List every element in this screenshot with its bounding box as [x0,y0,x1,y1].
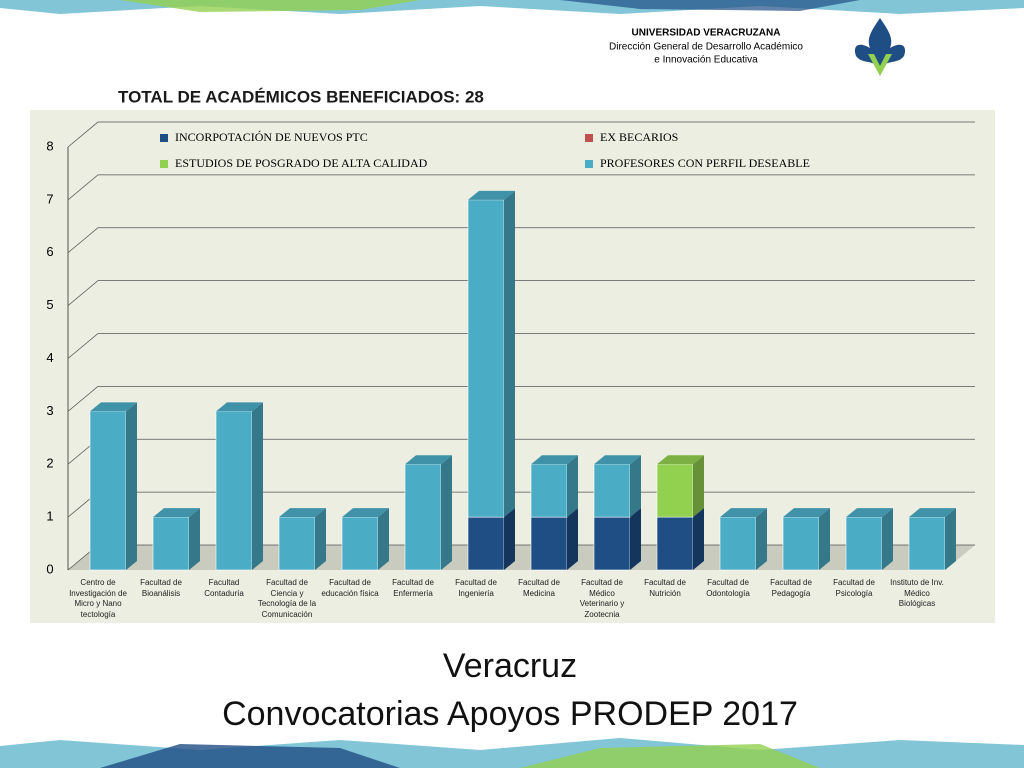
footer-title: Veracruz [443,647,577,685]
bar [908,516,946,571]
x-tick-label: Instituto de Inv. Médico Biológicas [890,578,944,608]
bar-side [945,508,956,570]
grid-line [67,333,975,359]
department: e Innovación Educativa [654,55,758,66]
bar-top [594,455,641,465]
bar-side [567,508,578,570]
bar-side [630,508,641,570]
department: Dirección General de Desarrollo Académic… [609,42,803,53]
y-tick-label: 3 [46,403,53,418]
grid-line [67,174,975,201]
bar-side [819,508,830,570]
x-tick-label: Facultad de Bioanálisis [140,578,182,598]
x-tick-label: Facultad de Medicina [518,578,560,598]
legend-label: ESTUDIOS DE POSGRADO DE ALTA CALIDAD [175,156,428,170]
grid-line [67,385,975,412]
bar [530,516,568,571]
institution: UNIVERSIDAD VERACRUZANA [632,28,781,39]
bar-side [630,455,641,518]
bar [89,411,127,571]
x-tick-label: Facultad de Médico Veterinario y Zootecn… [579,578,625,619]
bar-side [441,455,452,570]
bar [341,516,379,571]
y-tick-label: 1 [46,509,53,524]
x-tick-label: Facultad de Nutrición [644,578,686,598]
bar-side [504,508,515,570]
footer-subtitle: Convocatorias Apoyos PRODEP 2017 [222,695,798,733]
legend-label: EX BECARIOS [600,130,678,144]
y-tick-label: 4 [46,350,53,365]
bar-top [720,508,767,518]
bar [467,516,505,571]
y-tick-label: 6 [46,244,53,259]
logo [854,18,906,76]
legend-label: PROFESORES CON PERFIL DESEABLE [600,156,810,170]
bar-top [279,508,326,518]
legend-swatch [585,134,593,142]
bar-top [153,508,200,518]
y-tick-label: 5 [46,297,53,312]
x-tick-label: Facultad de Odontología [706,578,750,598]
bar-side [756,508,767,570]
legend-swatch [160,134,168,142]
x-tick-label: Centro de Investigación de Micro y Nano … [69,578,127,619]
grid-line [67,227,975,254]
bar-top [342,508,389,518]
x-tick-label: Facultad de educación física [321,578,379,598]
bar-side [693,455,704,518]
bar [782,516,820,571]
bar-top [531,455,578,465]
bar-side [189,508,200,570]
bar [656,516,694,571]
bar [215,411,253,571]
legend-label: INCORPOTACIÓN DE NUEVOS PTC [175,130,368,144]
bar-top [657,455,704,465]
x-tick-label: Facultad de Enfermería [392,578,434,598]
bar-side [693,508,704,570]
legend-swatch [585,160,593,168]
bar-top [909,508,956,518]
bar-top [90,402,137,412]
bar-side [378,508,389,570]
x-tick-label: Facultad de Ciencia y Tecnología de la C… [257,578,317,619]
bottom-decoration [0,738,1024,768]
bar-top [216,402,263,412]
bar [845,516,883,571]
y-tick-label: 0 [46,561,53,576]
bar [467,199,505,518]
bar [593,463,631,518]
bar-side [126,402,137,570]
bar [656,463,694,518]
x-tick-label: Facultad Contaduría [204,578,244,598]
bar [278,516,316,571]
y-tick-label: 7 [46,191,53,206]
bar [593,516,631,571]
y-tick-label: 8 [46,138,53,153]
chart-title: TOTAL DE ACADÉMICOS BENEFICIADOS: 28 [118,87,484,106]
legend-swatch [160,160,168,168]
bar-top [468,190,515,200]
grid-line [67,121,975,148]
bar-side [315,508,326,570]
x-tick-label: Facultad de Pedagogía [770,578,812,598]
bar-side [504,190,515,518]
bar [152,516,190,571]
top-decoration [0,0,1024,14]
bar-top [783,508,830,518]
bar-side [882,508,893,570]
bar-side [567,455,578,518]
bar-top [405,455,452,465]
floor [68,545,975,570]
bar [719,516,757,571]
bar-side [252,402,263,570]
x-tick-label: Facultad de Psicología [833,578,875,598]
bar [404,463,442,571]
grid-line [67,280,975,306]
bar-top [846,508,893,518]
bar [530,463,568,518]
y-tick-label: 2 [46,456,53,471]
x-tick-label: Facultad de Ingeniería [455,578,497,598]
